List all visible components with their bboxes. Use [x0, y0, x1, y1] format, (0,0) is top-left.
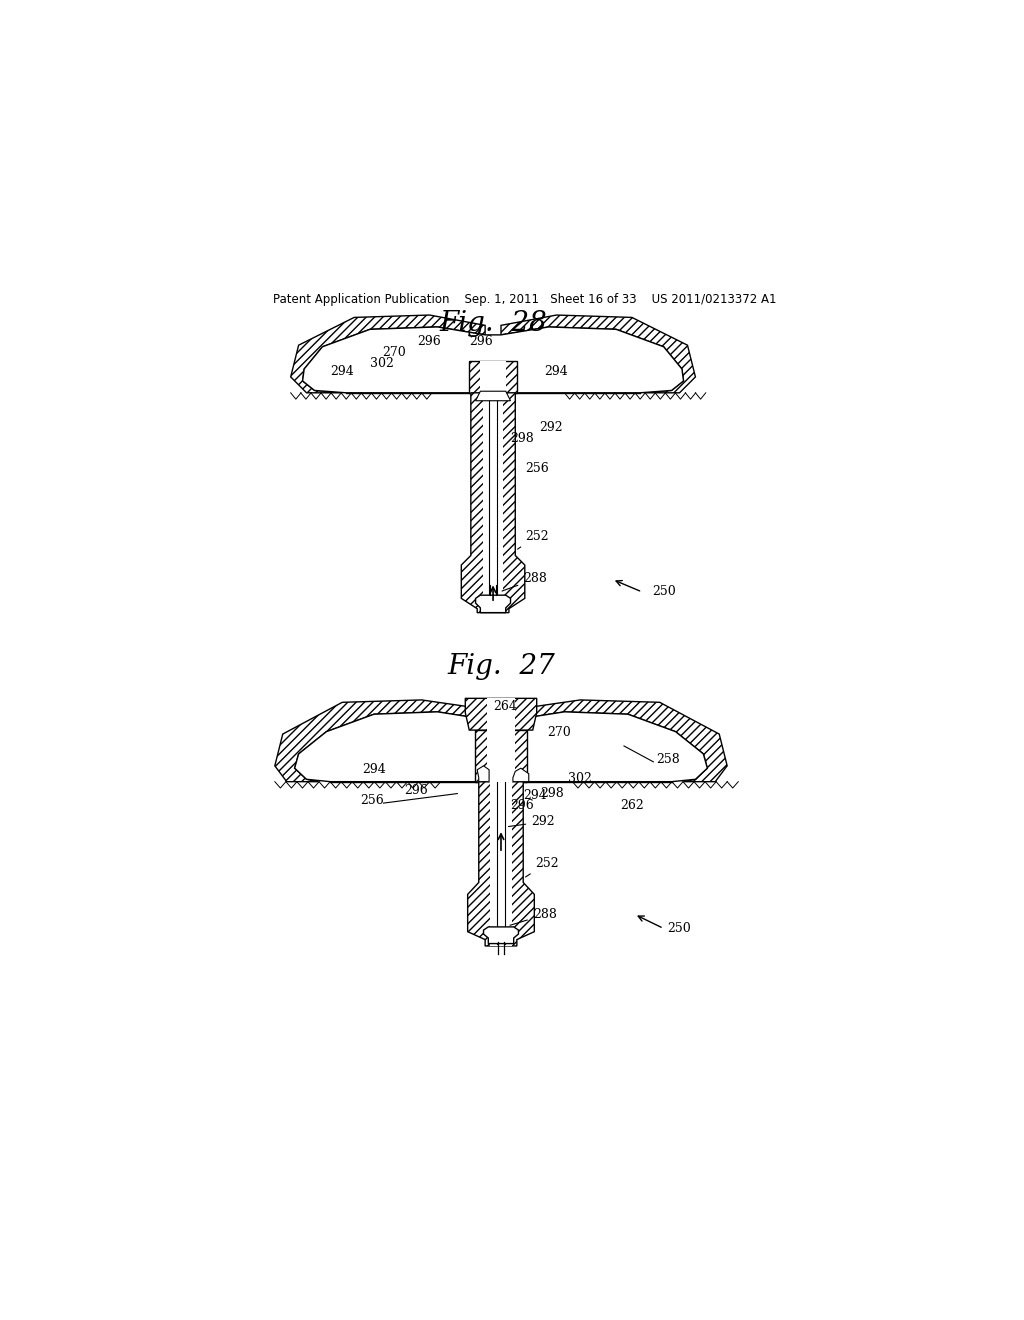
Polygon shape [468, 781, 535, 946]
Text: 250: 250 [668, 923, 691, 936]
Text: 252: 252 [517, 529, 549, 549]
Text: 292: 292 [509, 816, 555, 829]
Text: 298: 298 [511, 432, 535, 445]
Text: 252: 252 [525, 857, 559, 876]
Polygon shape [475, 730, 526, 781]
Text: 262: 262 [620, 800, 644, 812]
Polygon shape [482, 393, 504, 612]
Text: 270: 270 [382, 346, 406, 359]
Text: 294: 294 [362, 763, 386, 776]
Text: 302: 302 [370, 358, 394, 371]
Polygon shape [291, 315, 485, 393]
Text: 270: 270 [547, 726, 570, 739]
Text: 298: 298 [541, 787, 564, 800]
Text: 250: 250 [652, 585, 676, 598]
Text: 292: 292 [539, 421, 563, 434]
Text: 264: 264 [494, 700, 517, 713]
Polygon shape [489, 781, 512, 946]
Polygon shape [480, 362, 506, 393]
Polygon shape [465, 698, 537, 730]
Polygon shape [509, 700, 727, 781]
Text: 288: 288 [510, 908, 557, 925]
Text: 296: 296 [511, 800, 535, 812]
Text: Fig.  28: Fig. 28 [439, 310, 547, 338]
Polygon shape [486, 730, 515, 781]
Polygon shape [462, 393, 524, 612]
Polygon shape [475, 391, 511, 401]
Text: 294: 294 [331, 366, 354, 379]
Polygon shape [469, 362, 517, 393]
Polygon shape [477, 766, 489, 781]
Text: 296: 296 [404, 784, 428, 796]
Polygon shape [274, 700, 494, 781]
Text: Patent Application Publication    Sep. 1, 2011   Sheet 16 of 33    US 2011/02133: Patent Application Publication Sep. 1, 2… [273, 293, 776, 306]
Text: 296: 296 [469, 335, 493, 348]
Text: 296: 296 [418, 335, 441, 348]
Polygon shape [303, 327, 684, 393]
Text: 294: 294 [523, 789, 547, 803]
Text: 302: 302 [568, 772, 592, 784]
Text: 294: 294 [545, 366, 568, 379]
Polygon shape [486, 698, 515, 730]
Polygon shape [295, 711, 708, 781]
Text: 258: 258 [655, 754, 680, 767]
Polygon shape [513, 768, 528, 781]
Polygon shape [501, 315, 695, 393]
Text: 256: 256 [524, 462, 549, 475]
Polygon shape [475, 595, 511, 612]
Text: 256: 256 [359, 793, 384, 807]
Polygon shape [483, 927, 518, 944]
Text: Fig.  27: Fig. 27 [447, 653, 555, 680]
Text: 288: 288 [502, 573, 547, 591]
